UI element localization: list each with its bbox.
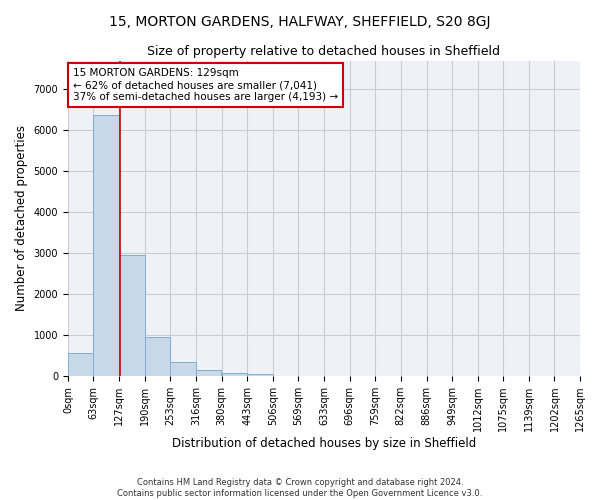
Text: Contains HM Land Registry data © Crown copyright and database right 2024.
Contai: Contains HM Land Registry data © Crown c… <box>118 478 482 498</box>
X-axis label: Distribution of detached houses by size in Sheffield: Distribution of detached houses by size … <box>172 437 476 450</box>
Bar <box>94 114 119 376</box>
Text: 15, MORTON GARDENS, HALFWAY, SHEFFIELD, S20 8GJ: 15, MORTON GARDENS, HALFWAY, SHEFFIELD, … <box>109 15 491 29</box>
Bar <box>145 337 170 376</box>
Title: Size of property relative to detached houses in Sheffield: Size of property relative to detached ho… <box>148 45 500 58</box>
Y-axis label: Number of detached properties: Number of detached properties <box>15 126 28 312</box>
Text: 15 MORTON GARDENS: 129sqm
← 62% of detached houses are smaller (7,041)
37% of se: 15 MORTON GARDENS: 129sqm ← 62% of detac… <box>73 68 338 102</box>
Bar <box>170 362 196 376</box>
Bar <box>222 372 247 376</box>
Bar <box>119 255 145 376</box>
Bar <box>196 370 221 376</box>
Bar <box>247 374 273 376</box>
Bar <box>68 354 94 376</box>
